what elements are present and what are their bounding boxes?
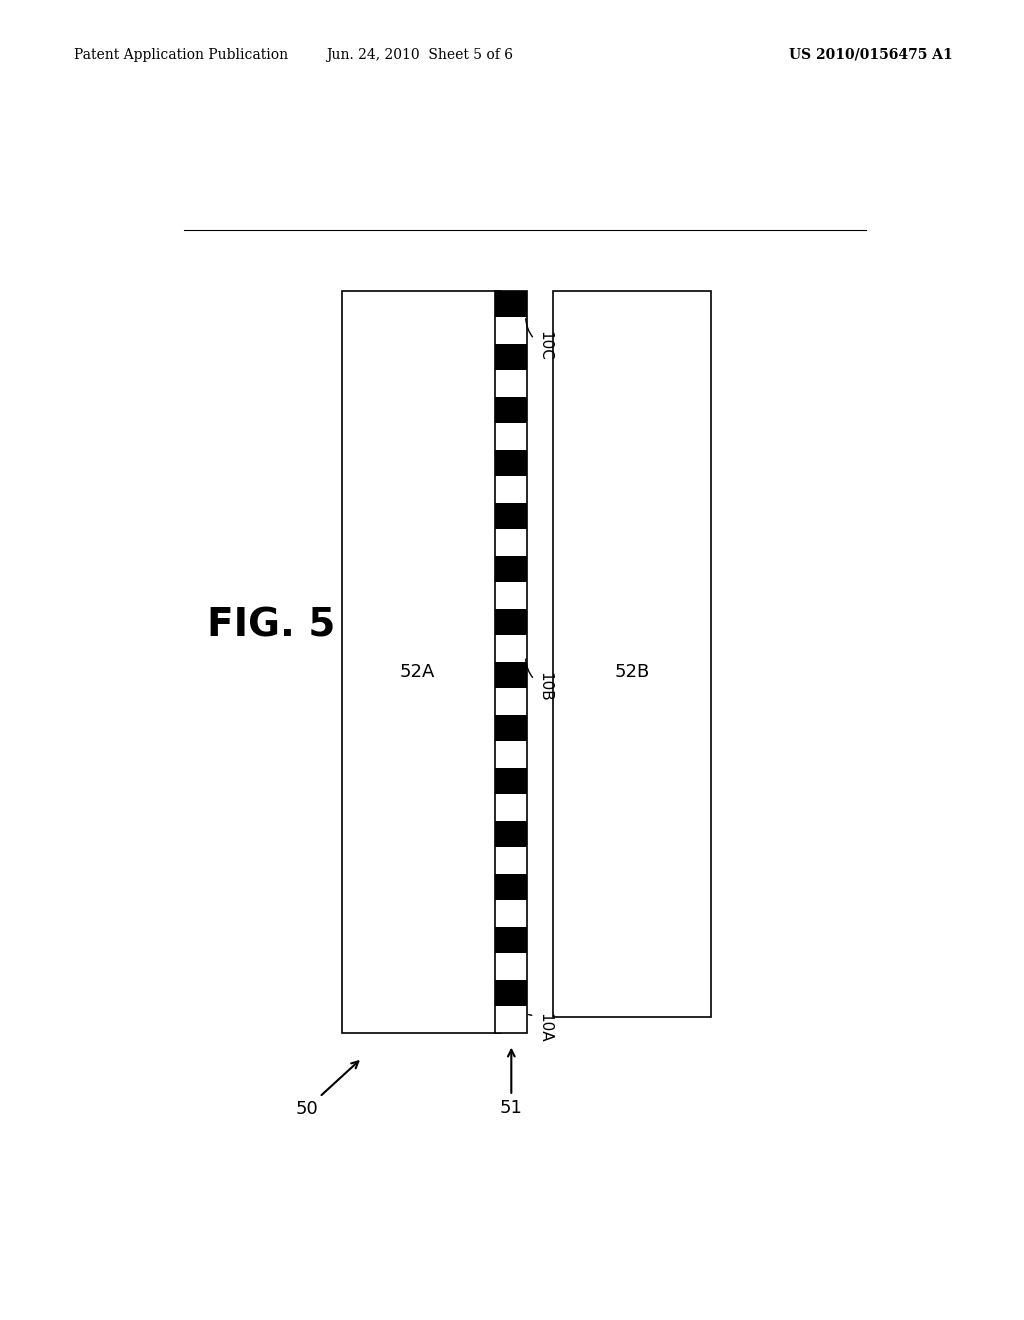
- Bar: [496, 582, 527, 609]
- Text: 50: 50: [295, 1061, 358, 1118]
- Bar: [496, 503, 527, 529]
- Bar: [496, 661, 527, 688]
- Bar: [496, 714, 527, 741]
- Text: Patent Application Publication: Patent Application Publication: [74, 48, 288, 62]
- Bar: [496, 874, 527, 900]
- Bar: [496, 795, 527, 821]
- Text: 10A: 10A: [528, 1012, 552, 1043]
- Bar: [496, 821, 527, 847]
- Bar: [496, 1006, 527, 1032]
- Bar: [496, 767, 527, 795]
- Bar: [496, 370, 527, 396]
- Bar: [496, 477, 527, 503]
- Bar: [496, 396, 527, 422]
- Bar: [496, 635, 527, 661]
- Bar: [496, 927, 527, 953]
- Text: 52B: 52B: [614, 663, 649, 681]
- Bar: [496, 609, 527, 635]
- Bar: [342, 290, 501, 1032]
- Text: 51: 51: [500, 1049, 522, 1117]
- Bar: [496, 529, 527, 556]
- Text: 10B: 10B: [525, 659, 552, 702]
- Bar: [496, 847, 527, 874]
- Bar: [496, 343, 527, 370]
- Bar: [496, 900, 527, 927]
- Bar: [496, 422, 527, 450]
- Text: 52A: 52A: [400, 663, 435, 681]
- Bar: [496, 556, 527, 582]
- Bar: [496, 290, 527, 1032]
- Text: 10C: 10C: [525, 318, 552, 362]
- Text: Jun. 24, 2010  Sheet 5 of 6: Jun. 24, 2010 Sheet 5 of 6: [327, 48, 513, 62]
- Text: US 2010/0156475 A1: US 2010/0156475 A1: [788, 48, 952, 62]
- Text: FIG. 5: FIG. 5: [207, 607, 335, 645]
- Bar: [496, 317, 527, 343]
- Bar: [553, 290, 712, 1018]
- Bar: [496, 979, 527, 1006]
- Bar: [496, 741, 527, 767]
- Bar: [496, 450, 527, 477]
- Bar: [496, 290, 527, 317]
- Bar: [496, 688, 527, 714]
- Bar: [496, 953, 527, 979]
